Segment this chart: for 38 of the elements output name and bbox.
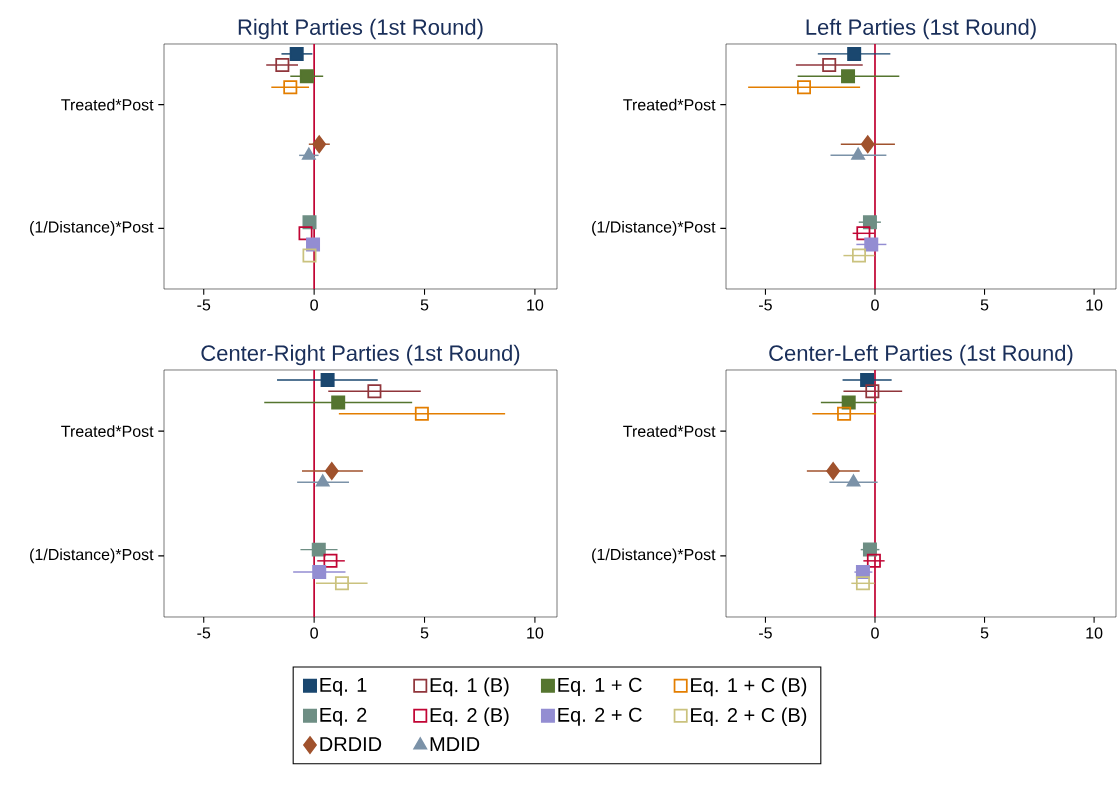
x-tick-label: -5 <box>759 299 772 311</box>
y-tick-label: (1/Distance)*Post <box>592 220 716 236</box>
x-tick-label: 5 <box>980 627 989 639</box>
x-tick-label: 10 <box>1086 299 1103 311</box>
legend-label: Eq. 2 <box>320 707 367 726</box>
chart-title: Left Parties (1st Round) <box>806 18 1036 40</box>
chart-title: Right Parties (1st Round) <box>238 18 483 40</box>
x-tick-label: 5 <box>420 299 429 311</box>
legend-label: DRDID <box>320 737 382 751</box>
chart-title: Center-Left Parties (1st Round) <box>769 344 1073 366</box>
x-tick-label: 10 <box>527 627 544 639</box>
x-tick-label: 0 <box>310 299 318 311</box>
legend-label: Eq. 1 <box>320 677 367 696</box>
x-tick-label: -5 <box>197 627 211 639</box>
legend-label: Eq. 2 (B) <box>430 707 509 727</box>
legend-label: Eq. 1 (B) <box>430 677 509 697</box>
x-tick-label: 10 <box>1086 627 1103 639</box>
x-tick-label: 5 <box>980 299 989 311</box>
legend-label: MDID <box>430 737 480 751</box>
y-tick-label: Treated*Post <box>61 98 154 111</box>
y-tick-label: (1/Distance)*Post <box>30 548 154 564</box>
x-tick-label: -5 <box>197 299 211 311</box>
x-tick-label: 0 <box>871 627 879 639</box>
x-tick-label: 0 <box>310 627 318 639</box>
x-tick-label: 10 <box>527 299 544 311</box>
x-tick-label: 5 <box>420 627 429 639</box>
y-tick-label: Treated*Post <box>623 98 716 111</box>
y-tick-label: Treated*Post <box>623 425 716 437</box>
y-tick-label: Treated*Post <box>61 425 154 437</box>
legend-label: Eq. 2 + C <box>558 707 642 726</box>
chart-title: Center-Right Parties (1st Round) <box>201 344 520 366</box>
y-tick-label: (1/Distance)*Post <box>592 548 716 564</box>
legend-label: Eq. 2 + C (B) <box>691 707 807 727</box>
x-tick-label: 0 <box>871 299 879 311</box>
x-tick-label: -5 <box>759 627 772 639</box>
legend-label: Eq. 1 + C <box>558 677 642 696</box>
legend-label: Eq. 1 + C (B) <box>691 677 807 697</box>
y-tick-label: (1/Distance)*Post <box>30 220 154 236</box>
